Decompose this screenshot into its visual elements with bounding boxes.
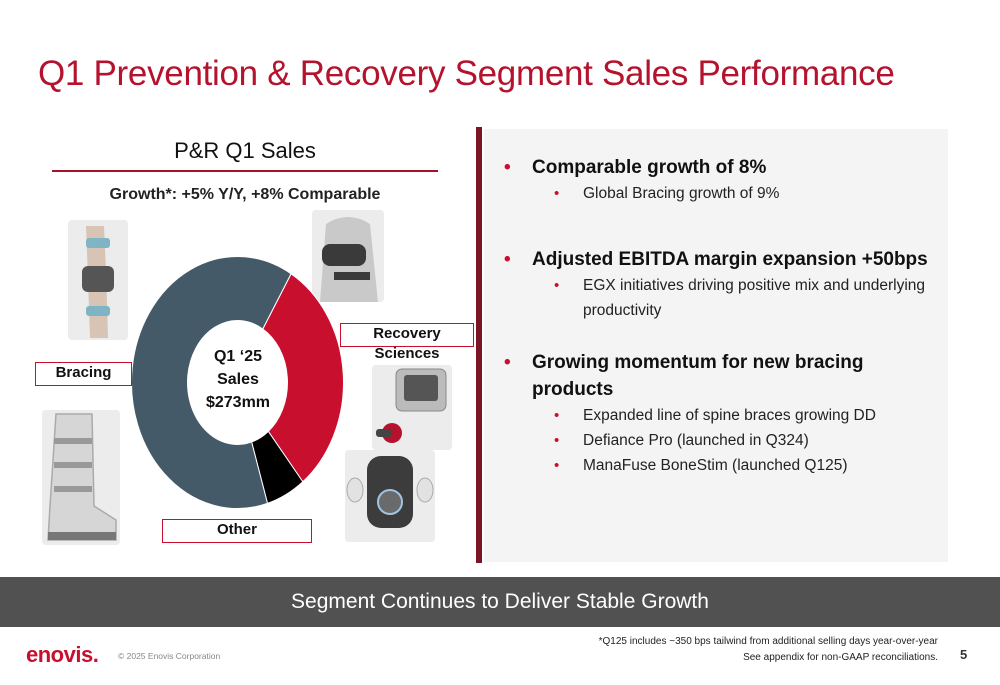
takeaway-banner: Segment Continues to Deliver Stable Grow… — [0, 577, 1000, 627]
center-label-value: $273mm — [205, 394, 271, 411]
panel-divider — [476, 127, 482, 563]
shoulder-sling-image — [312, 210, 384, 302]
page-number: 5 — [960, 647, 968, 662]
sales-donut-chart — [131, 256, 344, 509]
sub-bullet: Expanded line of spine braces growing DD — [504, 403, 934, 428]
footnote-non-gaap: See appendix for non-GAAP reconciliation… — [743, 652, 938, 663]
highlight-comparable-growth: Comparable growth of 8% — [504, 154, 934, 181]
bracing-label: Bracing — [35, 362, 132, 386]
center-label-metric: Sales — [217, 371, 259, 388]
other-label: Other — [162, 519, 312, 543]
knee-brace-image — [68, 220, 128, 340]
donut-hole — [187, 320, 288, 445]
walker-boot-image — [42, 410, 120, 545]
page-title: Q1 Prevention & Recovery Segment Sales P… — [38, 54, 895, 93]
footnote-selling-days: *Q125 includes ~350 bps tailwind from ad… — [598, 636, 938, 647]
sub-bullet: EGX initiatives driving positive mix and… — [504, 273, 934, 323]
sub-bullet: ManaFuse BoneStim (launched Q125) — [504, 453, 934, 478]
highlight-ebitda-margin: Adjusted EBITDA margin expansion +50bps — [504, 246, 934, 273]
enovis-logo: enovis. — [26, 642, 99, 667]
recovery-device-image — [372, 365, 452, 450]
sub-bullet: Global Bracing growth of 9% — [504, 181, 934, 206]
footnotes: *Q125 includes ~350 bps tailwind from ad… — [599, 634, 938, 666]
sub-bullet: Defiance Pro (launched in Q324) — [504, 428, 934, 453]
copyright: © 2025 Enovis Corporation — [118, 651, 221, 661]
highlights-list: Comparable growth of 8% Global Bracing g… — [504, 154, 934, 478]
title-rule — [52, 170, 438, 172]
highlight-bracing-momentum: Growing momentum for new bracing product… — [504, 349, 934, 403]
donut-center-label: Q1 ‘25 Sales $273mm — [188, 345, 288, 414]
sales-chart-title: P&R Q1 Sales — [174, 138, 316, 163]
bone-stimulator-image — [345, 450, 435, 542]
center-label-period: Q1 ‘25 — [213, 348, 263, 365]
recovery-sciences-label: Recovery Sciences — [340, 323, 474, 362]
growth-summary: Growth*: +5% Y/Y, +8% Comparable — [109, 186, 381, 203]
